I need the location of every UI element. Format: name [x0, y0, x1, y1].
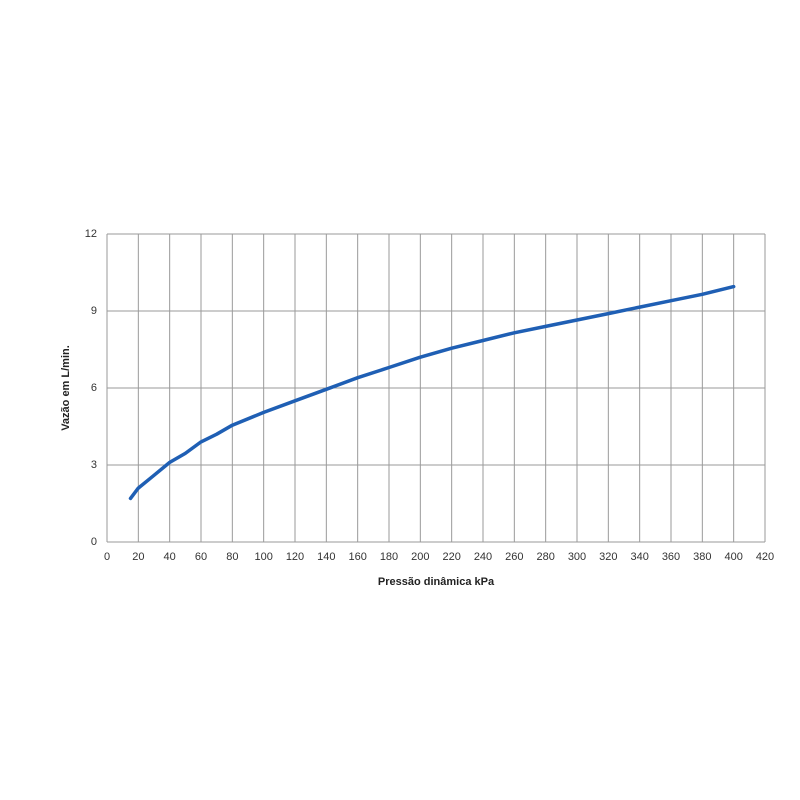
x-tick-label: 380 — [693, 551, 711, 563]
x-tick-label: 100 — [254, 551, 272, 563]
y-tick-label: 3 — [91, 459, 97, 471]
y-tick-label: 9 — [91, 305, 97, 317]
x-tick-label: 300 — [568, 551, 586, 563]
y-tick-label: 6 — [91, 382, 97, 394]
x-tick-label: 220 — [442, 551, 460, 563]
x-tick-label: 120 — [286, 551, 304, 563]
x-tick-label: 20 — [132, 551, 144, 563]
x-tick-label: 200 — [411, 551, 429, 563]
x-tick-label: 80 — [226, 551, 238, 563]
x-tick-label: 400 — [724, 551, 742, 563]
x-tick-label: 260 — [505, 551, 523, 563]
x-tick-label: 0 — [104, 551, 110, 563]
line — [128, 284, 736, 501]
y-tick-label: 12 — [85, 228, 97, 240]
x-tick-label: 240 — [474, 551, 492, 563]
x-tick-label: 280 — [536, 551, 554, 563]
x-axis-title: Pressão dinâmica kPa — [378, 576, 495, 588]
x-tick-label: 360 — [662, 551, 680, 563]
x-tick-label: 340 — [630, 551, 648, 563]
x-tick-label: 180 — [380, 551, 398, 563]
x-tick-label: 140 — [317, 551, 335, 563]
x-tick-label: 420 — [756, 551, 774, 563]
x-tick-label: 160 — [348, 551, 366, 563]
x-tick-label: 320 — [599, 551, 617, 563]
y-axis-title: Vazão em L/min. — [60, 345, 72, 431]
x-tick-label: 60 — [195, 551, 207, 563]
x-tick-label: 40 — [164, 551, 176, 563]
y-tick-label: 0 — [91, 536, 97, 548]
